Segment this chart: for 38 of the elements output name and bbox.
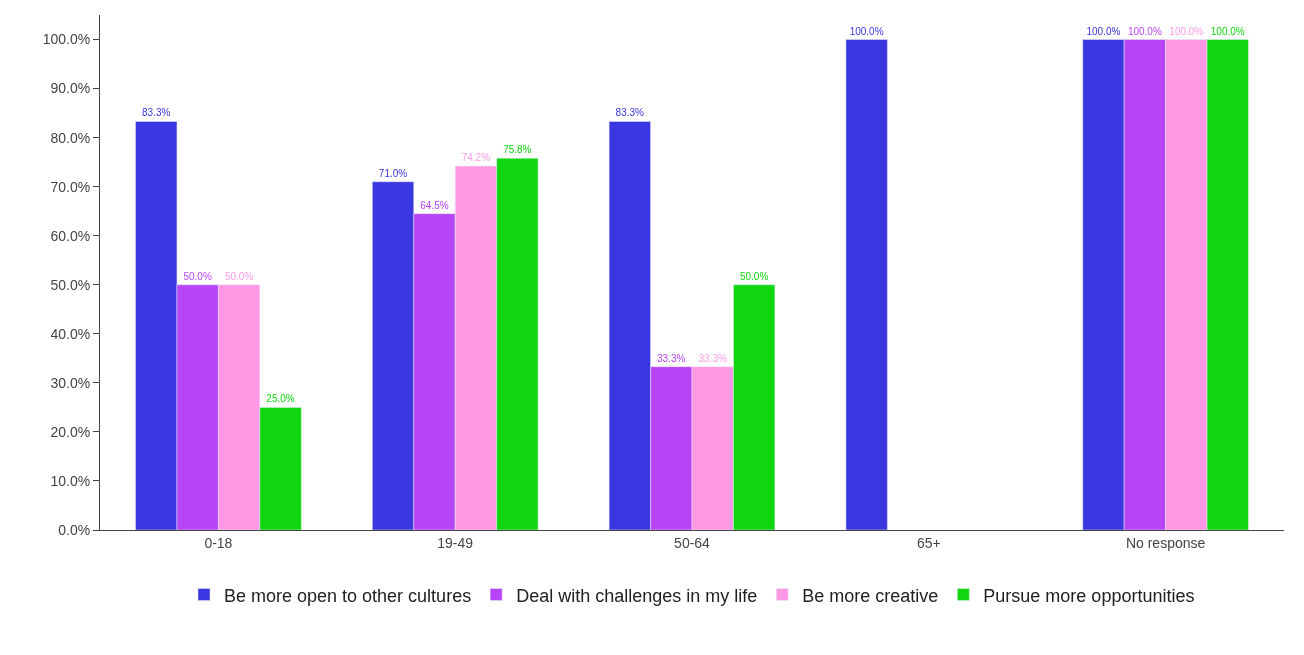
data-label: 64.5%: [420, 199, 449, 211]
x-tick-label: 19-49: [437, 534, 474, 551]
data-label: 25.0%: [266, 393, 295, 405]
x-tick-label: No response: [1125, 534, 1206, 551]
data-label: 33.3%: [657, 352, 686, 364]
data-label: 100.0%: [1169, 25, 1204, 37]
data-label: 75.8%: [503, 144, 532, 156]
y-tick-label: 90.0%: [50, 80, 91, 97]
data-label: 50.0%: [183, 270, 212, 282]
data-label: 83.3%: [615, 107, 645, 119]
data-label: 74.2%: [461, 152, 491, 164]
x-tick-label: 0-18: [204, 534, 233, 551]
y-tick-label: 70.0%: [50, 178, 91, 195]
x-tick-label: 65+: [916, 534, 941, 551]
data-label: 50.0%: [739, 270, 769, 282]
data-label: 100.0%: [1210, 25, 1245, 37]
bar: [845, 39, 888, 530]
y-tick-label: 60.0%: [50, 227, 91, 244]
y-tick-label: 30.0%: [50, 374, 91, 391]
legend-label: Be more creative: [802, 585, 939, 606]
data-label: 100.0%: [849, 25, 884, 37]
data-label: 71.0%: [378, 167, 408, 179]
y-tick-label: 20.0%: [50, 423, 91, 440]
data-label: 33.3%: [698, 352, 727, 364]
y-tick-label: 40.0%: [50, 325, 91, 342]
data-label: 83.3%: [142, 107, 171, 119]
legend-label: Deal with challenges in my life: [516, 585, 758, 606]
y-tick-label: 0.0%: [58, 521, 91, 538]
x-tick-label: 50-64: [674, 534, 711, 551]
legend-label: Pursue more opportunities: [983, 585, 1195, 606]
y-tick-label: 50.0%: [50, 276, 91, 293]
data-label: 50.0%: [224, 270, 254, 282]
data-label: 100.0%: [1086, 25, 1121, 37]
data-label: 100.0%: [1127, 25, 1162, 37]
y-tick-label: 100.0%: [42, 31, 91, 48]
y-tick-label: 80.0%: [50, 129, 91, 146]
y-tick-label: 10.0%: [50, 472, 91, 489]
legend-label: Be more open to other cultures: [224, 585, 472, 606]
